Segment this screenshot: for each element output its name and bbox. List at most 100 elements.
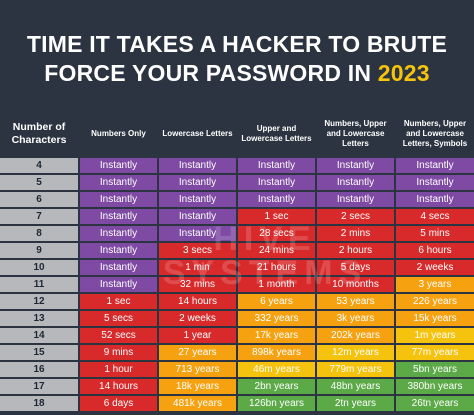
- time-cell: 332 years: [238, 311, 315, 326]
- time-cell: 2 weeks: [396, 260, 474, 275]
- time-cell: Instantly: [396, 158, 474, 173]
- column-header-numbers-only: Numbers Only: [91, 129, 146, 138]
- time-cell: 779m years: [317, 362, 394, 377]
- character-count-cell: 9: [0, 243, 78, 258]
- table-row: 4 Instantly Instantly Instantly Instantly Ins…: [0, 158, 474, 174]
- character-count-cell: 14: [0, 328, 78, 343]
- table-row: 16 1 hour 713 years 46m years 779m years 5bn …: [0, 362, 474, 378]
- character-count-cell: 13: [0, 311, 78, 326]
- time-cell: 14 hours: [159, 294, 236, 309]
- table-row: 18 6 days 481k years 126bn years 2tn years 26…: [0, 396, 474, 412]
- time-cell: 52 secs: [80, 328, 157, 343]
- time-cell: 2 secs: [317, 209, 394, 224]
- character-count-cell: 12: [0, 294, 78, 309]
- time-cell: 21 hours: [238, 260, 315, 275]
- time-cell: 1 month: [238, 277, 315, 292]
- page-title: TIME IT TAKES A HACKER TO BRUTE FORCE YO…: [0, 30, 474, 88]
- time-cell: 6 hours: [396, 243, 474, 258]
- table-row: 11 Instantly 32 mins 1 month 10 months 3 year…: [0, 277, 474, 293]
- time-cell: 5bn years: [396, 362, 474, 377]
- character-count-cell: 18: [0, 396, 78, 411]
- time-cell: Instantly: [80, 226, 157, 241]
- time-cell: 226 years: [396, 294, 474, 309]
- time-cell: 1 sec: [80, 294, 157, 309]
- character-count-cell: 11: [0, 277, 78, 292]
- time-cell: 1 hour: [80, 362, 157, 377]
- time-cell: 46m years: [238, 362, 315, 377]
- time-cell: Instantly: [80, 209, 157, 224]
- time-cell: 481k years: [159, 396, 236, 411]
- table-row: 14 52 secs 1 year 17k years 202k years 1m yea…: [0, 328, 474, 344]
- time-cell: 2 mins: [317, 226, 394, 241]
- column-header-number-of-characters: Number of Characters: [11, 121, 67, 146]
- table-row: 7 Instantly Instantly 1 sec 2 secs 4 secs: [0, 209, 474, 225]
- time-cell: Instantly: [80, 260, 157, 275]
- time-cell: 48bn years: [317, 379, 394, 394]
- time-cell: 713 years: [159, 362, 236, 377]
- time-cell: Instantly: [396, 175, 474, 190]
- time-cell: 9 mins: [80, 345, 157, 360]
- time-cell: 126bn years: [238, 396, 315, 411]
- time-cell: 32 mins: [159, 277, 236, 292]
- time-cell: Instantly: [80, 192, 157, 207]
- time-cell: 1 sec: [238, 209, 315, 224]
- time-cell: 24 mins: [238, 243, 315, 258]
- time-cell: 3k years: [317, 311, 394, 326]
- table-row: 10 Instantly 1 min 21 hours 5 days 2 weeks: [0, 260, 474, 276]
- time-cell: 1m years: [396, 328, 474, 343]
- character-count-cell: 7: [0, 209, 78, 224]
- character-count-cell: 6: [0, 192, 78, 207]
- character-count-cell: 5: [0, 175, 78, 190]
- time-cell: 26tn years: [396, 396, 474, 411]
- time-cell: 2 hours: [317, 243, 394, 258]
- table-row: 12 1 sec 14 hours 6 years 53 years 226 years: [0, 294, 474, 310]
- title-line-1: TIME IT TAKES A HACKER TO BRUTE: [26, 31, 448, 57]
- time-cell: 6 years: [238, 294, 315, 309]
- time-cell: Instantly: [80, 277, 157, 292]
- time-cell: 3 secs: [159, 243, 236, 258]
- time-cell: Instantly: [80, 175, 157, 190]
- title-line-2: FORCE YOUR PASSWORD IN 2023: [0, 59, 474, 88]
- table-row: 9 Instantly 3 secs 24 mins 2 hours 6 hours: [0, 243, 474, 259]
- time-cell: Instantly: [159, 226, 236, 241]
- time-cell: 2tn years: [317, 396, 394, 411]
- character-count-cell: 15: [0, 345, 78, 360]
- title-line-2-prefix: FORCE YOUR PASSWORD IN: [44, 60, 378, 86]
- time-cell: 10 months: [317, 277, 394, 292]
- title-year: 2023: [377, 60, 430, 86]
- time-cell: 202k years: [317, 328, 394, 343]
- time-cell: Instantly: [396, 192, 474, 207]
- time-cell: 5 mins: [396, 226, 474, 241]
- column-header-numbers-upper-lower: Numbers, Upper and Lowercase Letters: [324, 119, 387, 148]
- time-cell: 27 years: [159, 345, 236, 360]
- time-cell: 5 secs: [80, 311, 157, 326]
- column-header-upper-lower: Upper and Lowercase Letters: [241, 124, 312, 143]
- time-cell: Instantly: [159, 175, 236, 190]
- time-cell: 380bn years: [396, 379, 474, 394]
- table-row: 17 14 hours 18k years 2bn years 48bn years 38…: [0, 379, 474, 395]
- time-cell: Instantly: [238, 175, 315, 190]
- time-cell: Instantly: [317, 175, 394, 190]
- table-row: 15 9 mins 27 years 898k years 12m years 77m y…: [0, 345, 474, 361]
- time-cell: 2 weeks: [159, 311, 236, 326]
- time-cell: 1 min: [159, 260, 236, 275]
- time-cell: Instantly: [159, 192, 236, 207]
- time-cell: 6 days: [80, 396, 157, 411]
- table-row: 6 Instantly Instantly Instantly Instantly Ins…: [0, 192, 474, 208]
- table-row: 13 5 secs 2 weeks 332 years 3k years 15k year…: [0, 311, 474, 327]
- character-count-cell: 16: [0, 362, 78, 377]
- time-cell: Instantly: [159, 158, 236, 173]
- column-header-all-symbols: Numbers, Upper and Lowercase Letters, Sy…: [402, 119, 468, 148]
- time-cell: 4 secs: [396, 209, 474, 224]
- time-cell: Instantly: [238, 158, 315, 173]
- time-cell: Instantly: [317, 158, 394, 173]
- time-cell: 18k years: [159, 379, 236, 394]
- time-cell: 15k years: [396, 311, 474, 326]
- time-cell: 1 year: [159, 328, 236, 343]
- time-cell: Instantly: [317, 192, 394, 207]
- character-count-cell: 10: [0, 260, 78, 275]
- character-count-cell: 8: [0, 226, 78, 241]
- time-cell: Instantly: [159, 209, 236, 224]
- time-cell: 898k years: [238, 345, 315, 360]
- time-cell: 14 hours: [80, 379, 157, 394]
